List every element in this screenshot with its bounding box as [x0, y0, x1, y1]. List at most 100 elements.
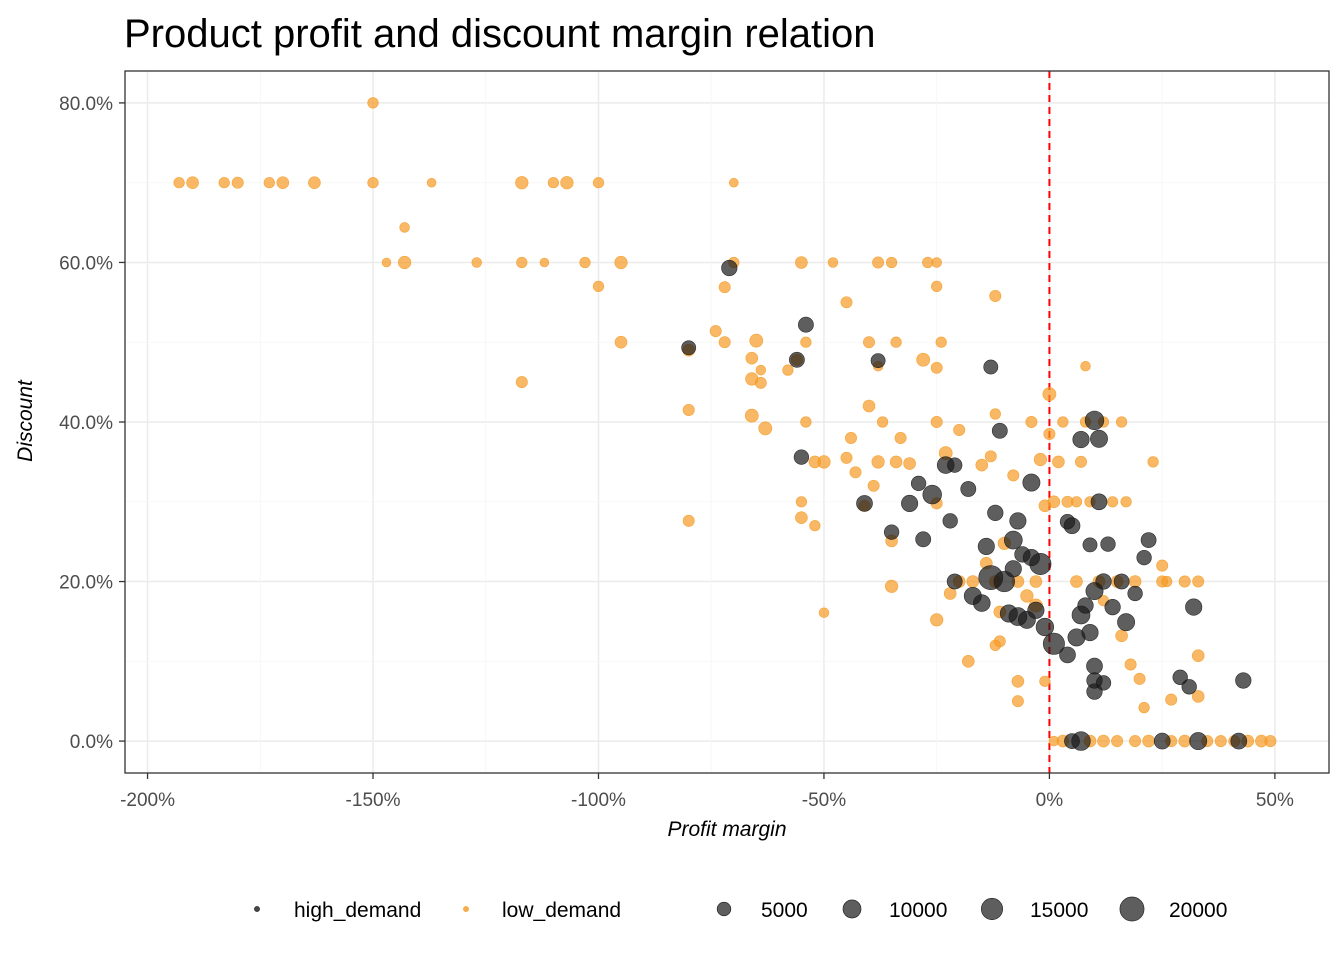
low-demand-point: [749, 333, 764, 348]
high-demand-point: [1072, 431, 1090, 449]
low-demand-point: [1038, 499, 1052, 513]
y-tick-label: 40.0%: [59, 413, 113, 434]
low-demand-point: [953, 424, 966, 436]
low-demand-point: [755, 364, 767, 376]
low-demand-point: [614, 335, 628, 349]
high-demand-point: [1022, 473, 1041, 492]
high-demand-point: [1230, 732, 1248, 750]
high-demand-point: [1185, 598, 1203, 616]
high-demand-point: [1003, 530, 1023, 550]
high-demand-point: [1004, 560, 1022, 578]
high-demand-point: [1009, 512, 1027, 530]
y-tick-label: 60.0%: [59, 253, 113, 274]
low-demand-point: [809, 520, 821, 532]
low-demand-point: [795, 496, 808, 508]
low-demand-point: [398, 255, 412, 270]
high-demand-point: [1181, 679, 1197, 695]
high-demand-point: [1029, 553, 1052, 575]
x-tick-label: -50%: [802, 790, 846, 811]
high-demand-point: [1086, 657, 1103, 675]
low-demand-point: [962, 655, 975, 668]
low-demand-point: [884, 579, 899, 593]
low-demand-point: [367, 97, 379, 109]
y-tick-label: 20.0%: [59, 573, 113, 594]
low-demand-point: [516, 256, 528, 269]
low-demand-point: [263, 177, 275, 189]
low-demand-point: [862, 399, 876, 413]
low-demand-point: [930, 361, 943, 374]
low-demand-point: [989, 290, 1002, 302]
low-demand-point: [173, 177, 185, 189]
chart-title: Product profit and discount margin relat…: [124, 12, 876, 56]
low-demand-point: [863, 336, 875, 349]
low-demand-point: [935, 336, 947, 348]
low-demand-point: [1128, 575, 1142, 588]
low-demand-point: [894, 432, 907, 444]
size-legend-key: [716, 901, 732, 917]
low-demand-point: [871, 455, 885, 469]
low-demand-point: [218, 177, 230, 189]
low-demand-point: [1120, 496, 1132, 508]
low-demand-point: [1214, 735, 1227, 748]
low-demand-point: [1052, 455, 1065, 469]
low-demand-point: [539, 257, 550, 268]
high-demand-point: [1140, 532, 1157, 548]
high-demand-legend-label: high_demand: [294, 899, 421, 922]
high-demand-point: [1136, 549, 1152, 566]
high-demand-point: [1117, 613, 1136, 632]
low-demand-point: [872, 256, 885, 269]
low-demand-point: [885, 256, 898, 269]
low-demand-point: [1115, 629, 1128, 643]
low-demand-point: [579, 256, 591, 269]
low-demand-point: [276, 176, 290, 189]
low-demand-point: [367, 177, 379, 189]
low-demand-point: [515, 376, 528, 389]
grid-lines: [125, 71, 1329, 773]
low-demand-point: [1192, 575, 1205, 588]
low-demand-point: [916, 352, 931, 367]
data-points: [173, 97, 1277, 751]
low-demand-point: [754, 376, 767, 389]
high-demand-point: [870, 353, 886, 369]
high-demand-point: [1042, 632, 1065, 655]
size-legend-key: [981, 898, 1003, 920]
low-demand-point: [827, 257, 839, 268]
y-tick-label: 80.0%: [59, 94, 113, 115]
low-demand-point: [1115, 416, 1128, 428]
high-demand-point: [991, 422, 1008, 439]
low-demand-point: [800, 336, 812, 348]
high-demand-point: [1027, 601, 1045, 619]
high-demand-point: [883, 524, 900, 540]
low-demand-point: [930, 416, 943, 428]
high-demand-point: [1035, 617, 1055, 637]
low-demand-point: [840, 451, 853, 464]
low-demand-point: [840, 296, 853, 309]
low-demand-point: [1106, 496, 1119, 508]
high-demand-point: [1059, 646, 1076, 664]
low-demand-point: [931, 257, 942, 268]
high-demand-point: [1071, 731, 1091, 751]
low-demand-point: [592, 177, 605, 189]
high-demand-point: [1086, 683, 1103, 700]
size-legend-label: 20000: [1169, 899, 1227, 922]
low-demand-point: [903, 457, 916, 470]
low-demand-point: [1133, 672, 1146, 685]
high-demand-point: [1082, 537, 1098, 553]
low-demand-point: [471, 257, 482, 268]
low-demand-point: [975, 458, 989, 472]
low-demand-point: [745, 351, 759, 365]
low-demand-point: [1129, 735, 1142, 748]
low-demand-point: [718, 336, 731, 349]
low-demand-point: [592, 280, 605, 293]
low-demand-point: [966, 575, 980, 588]
low-demand-point: [682, 514, 695, 527]
low-demand-point: [1147, 456, 1159, 468]
size-legend-label: 5000: [761, 899, 808, 922]
low-demand-point: [1124, 658, 1137, 671]
low-demand-point: [989, 408, 1001, 420]
high-demand-point: [1059, 514, 1076, 530]
low-demand-point: [1029, 575, 1043, 588]
low-demand-point: [1097, 734, 1110, 748]
low-demand-point: [1161, 575, 1173, 588]
